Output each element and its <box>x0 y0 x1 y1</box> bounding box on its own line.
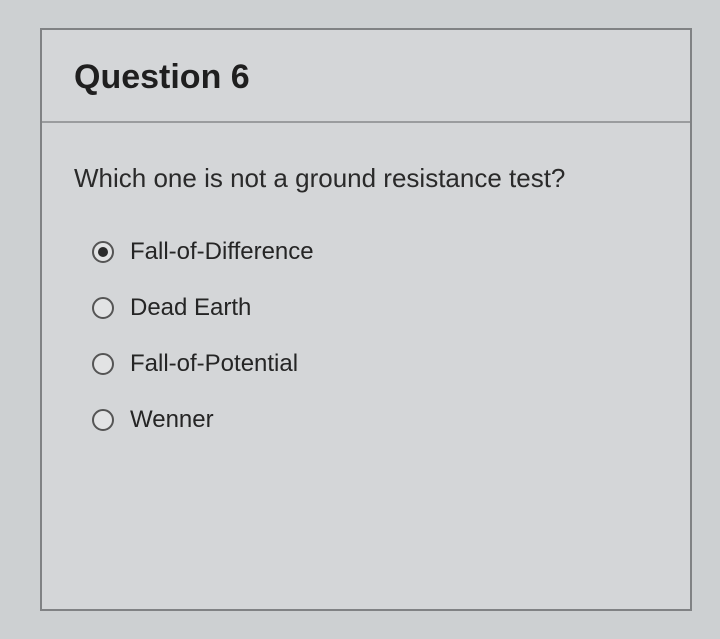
option-label: Fall-of-Potential <box>130 350 298 378</box>
radio-icon[interactable] <box>92 409 114 431</box>
option-label: Fall-of-Difference <box>130 238 314 266</box>
radio-icon[interactable] <box>92 241 114 263</box>
question-text: Which one is not a ground resistance tes… <box>74 163 658 194</box>
radio-icon[interactable] <box>92 353 114 375</box>
card-header: Question 6 <box>42 30 690 123</box>
card-body: Which one is not a ground resistance tes… <box>42 123 690 454</box>
radio-icon[interactable] <box>92 297 114 319</box>
option-row-0[interactable]: Fall-of-Difference <box>92 238 658 266</box>
option-label: Dead Earth <box>130 294 251 322</box>
option-row-1[interactable]: Dead Earth <box>92 294 658 322</box>
option-label: Wenner <box>130 406 214 434</box>
question-card: Question 6 Which one is not a ground res… <box>40 28 692 611</box>
options-group: Fall-of-Difference Dead Earth Fall-of-Po… <box>74 238 658 434</box>
option-row-2[interactable]: Fall-of-Potential <box>92 350 658 378</box>
question-title: Question 6 <box>74 58 658 97</box>
option-row-3[interactable]: Wenner <box>92 406 658 434</box>
